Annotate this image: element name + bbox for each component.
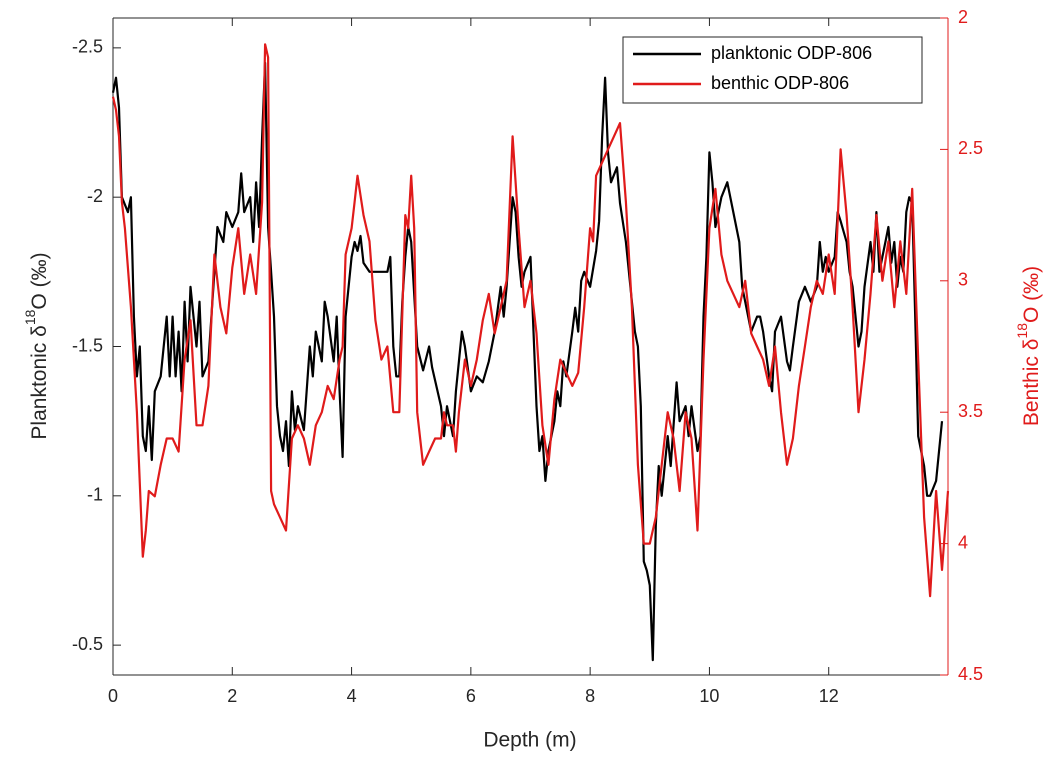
y-tick-label: -0.5 [72,634,103,654]
y2-tick-label: 3 [958,270,968,290]
legend-label: benthic ODP-806 [711,73,849,93]
y2-axis-label: Benthic δ18O (‰) [1014,266,1043,426]
legend-box [622,36,923,104]
y2-tick-label: 4.5 [958,664,983,684]
legend-label: planktonic ODP-806 [711,43,872,63]
y2-tick-label: 2 [958,7,968,27]
data-line [111,43,950,598]
x-tick-label: 6 [466,686,476,706]
y2-label-sup: 18 [1014,323,1030,339]
x-tick-label: 0 [108,686,118,706]
y2-tick-label: 2.5 [958,138,983,158]
y-tick-label: -2.5 [72,37,103,57]
y-tick-label: -2 [87,186,103,206]
y-tick-label: -1 [87,485,103,505]
x-tick-label: 12 [819,686,839,706]
y2-label-part: O (‰) [1020,266,1043,323]
y-label-part: O (‰) [28,252,51,309]
y2-tick-label: 4 [958,532,968,552]
y-tick-label: -1.5 [72,335,103,355]
x-tick-label: 8 [585,686,595,706]
x-tick-label: 2 [227,686,237,706]
y2-label-part: Benthic δ [1020,339,1043,427]
y-axis-label: Planktonic δ18O (‰) [22,252,51,439]
y2-tick-label: 3.5 [958,401,983,421]
x-tick-label: 10 [699,686,719,706]
x-axis-label: Depth (m) [483,729,576,752]
y-label-part: Planktonic δ [28,325,51,439]
x-tick-label: 4 [347,686,357,706]
y-label-sup: 18 [22,309,38,325]
